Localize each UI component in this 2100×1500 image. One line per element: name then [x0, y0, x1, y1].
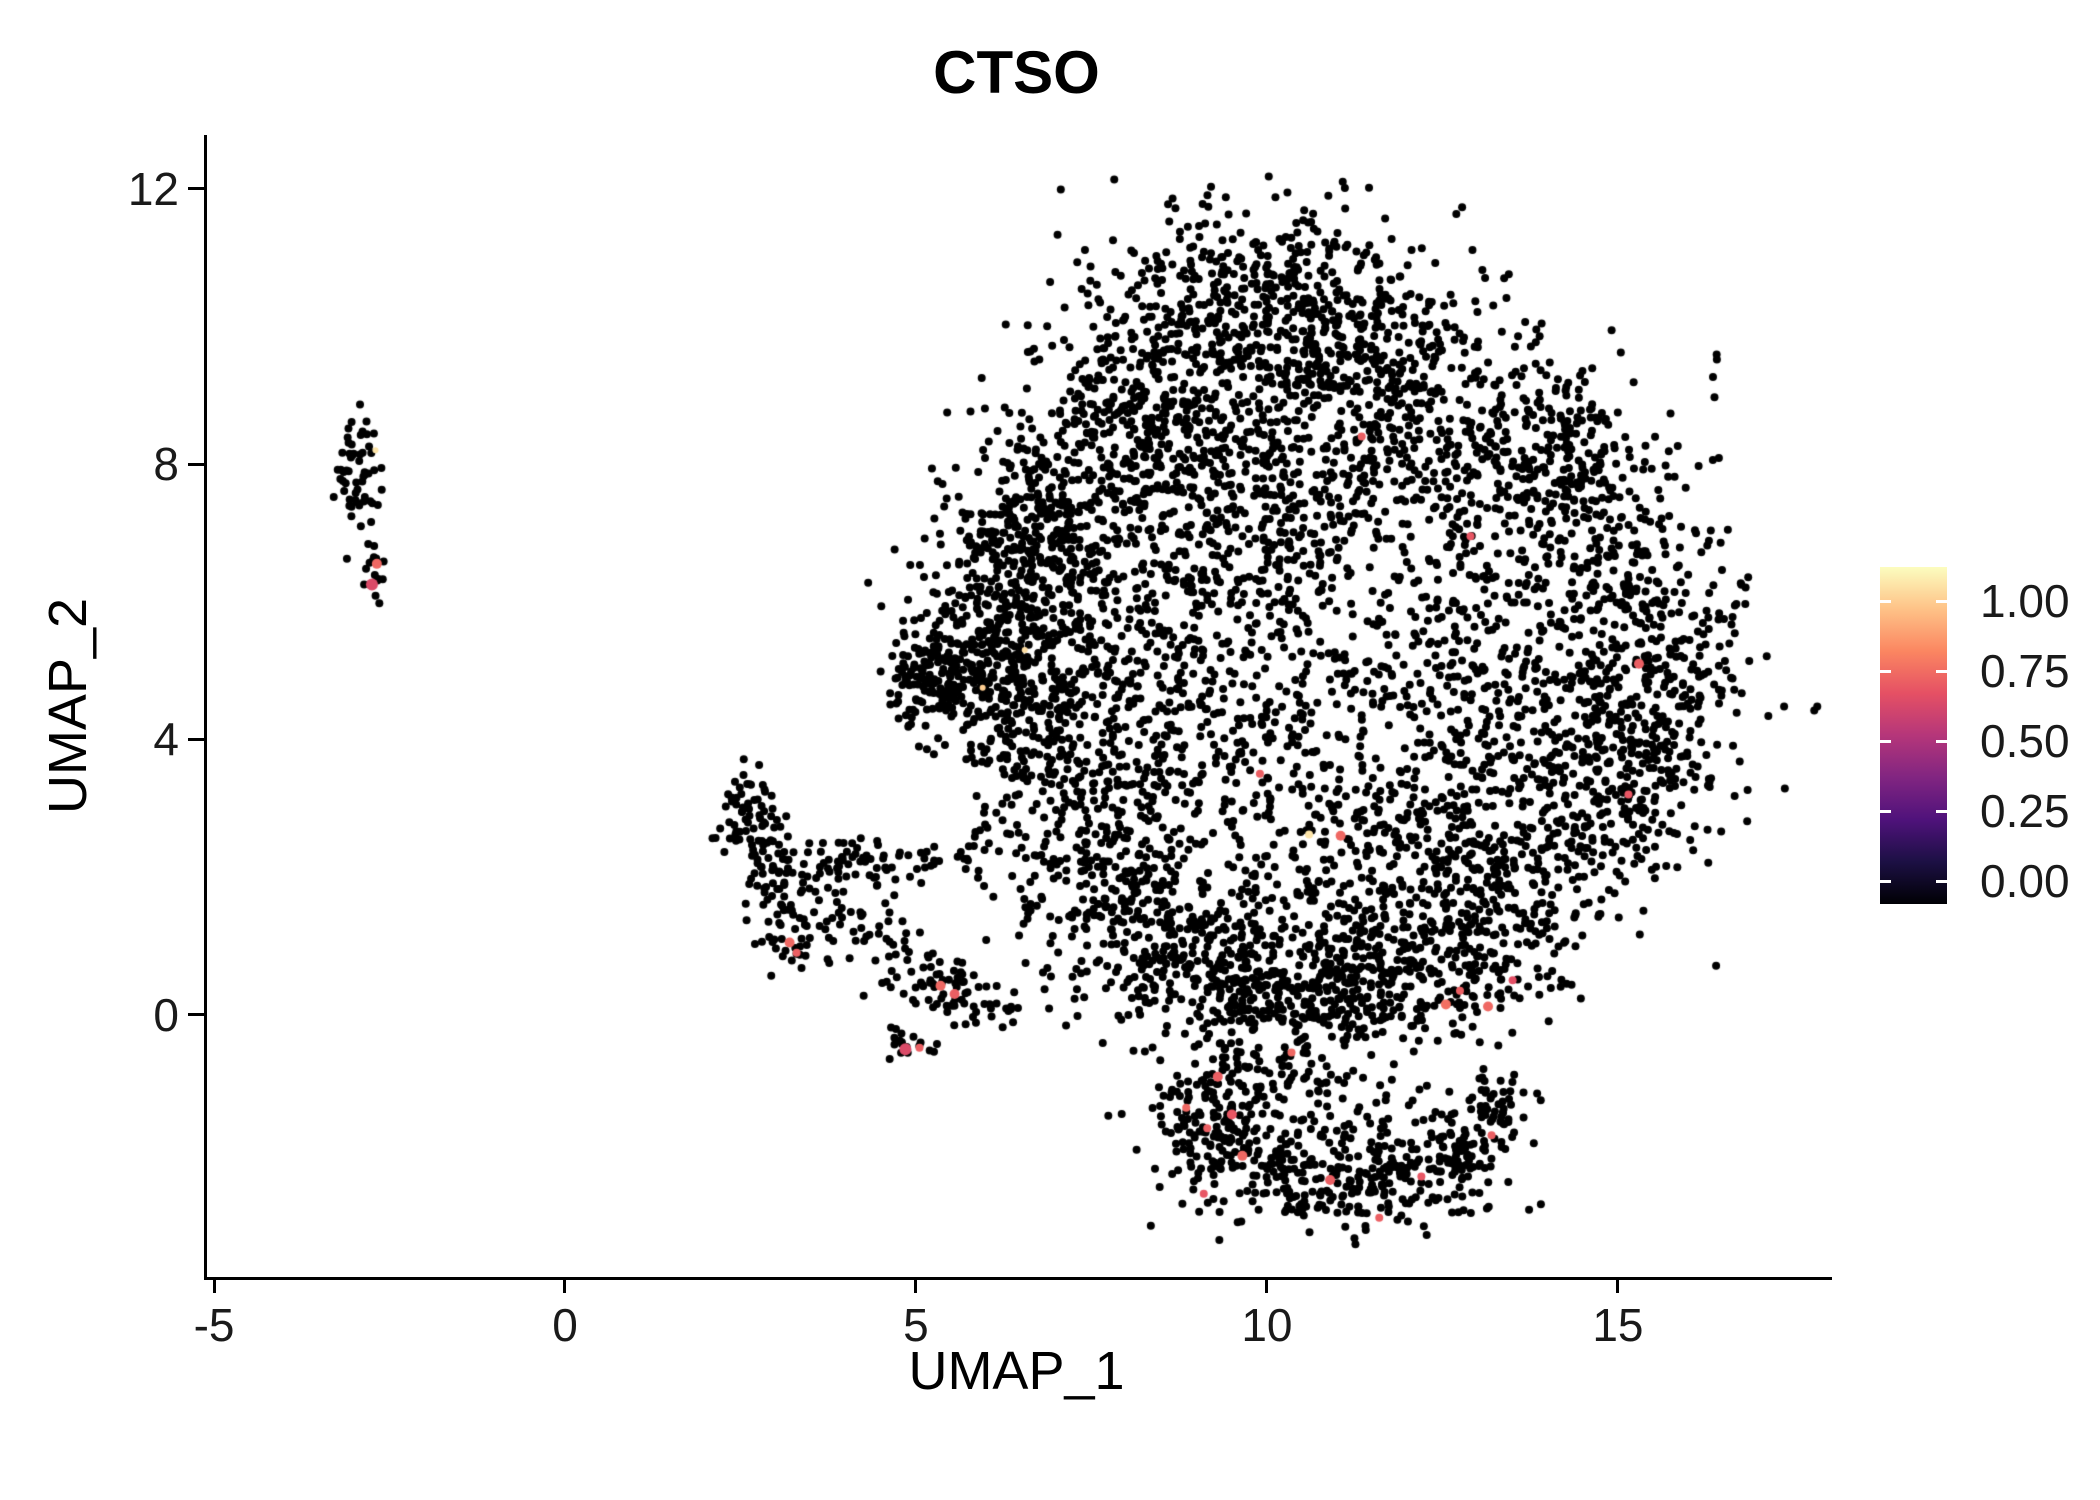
legend-tick-mark — [1880, 879, 1891, 883]
legend-value-label: 1.00 — [1980, 575, 2070, 627]
legend-tick-mark — [1880, 809, 1891, 813]
legend-tick-mark — [1936, 879, 1947, 883]
plot-panel: -5 0 5 10 15 0 4 8 12 — [128, 135, 1832, 1351]
legend-value-label: 0.25 — [1980, 785, 2070, 837]
legend-tick-mark — [1880, 669, 1891, 673]
y-tick-mark — [188, 737, 204, 741]
plot-title: CTSO — [933, 39, 1100, 106]
legend-colorbar: 1.00 0.75 0.50 0.25 0.00 — [1880, 567, 2100, 947]
scatter-canvas — [207, 135, 1832, 1277]
y-axis-title: UMAP_2 — [38, 597, 98, 815]
y-tick-label: 0 — [153, 988, 179, 1041]
y-tick-label: 4 — [153, 713, 179, 766]
legend-value-label: 0.00 — [1980, 855, 2070, 907]
legend-value-label: 0.75 — [1980, 645, 2070, 697]
y-tick-label: 8 — [153, 438, 179, 491]
x-tick-label: 0 — [552, 1299, 578, 1351]
y-tick-mark — [188, 187, 204, 191]
y-tick-mark — [188, 1013, 204, 1017]
y-tick-label: 12 — [127, 162, 179, 215]
x-tick-label: 10 — [1241, 1299, 1293, 1351]
x-tick-mark — [1265, 1277, 1269, 1293]
x-tick-mark — [212, 1277, 216, 1293]
x-tick-label: 5 — [903, 1299, 929, 1351]
legend-tick-mark — [1936, 809, 1947, 813]
colorbar-gradient — [1880, 567, 1947, 904]
x-tick-mark — [1616, 1277, 1620, 1293]
legend-tick-mark — [1880, 599, 1891, 603]
y-tick-mark — [188, 462, 204, 466]
x-tick-mark — [563, 1277, 567, 1293]
x-tick-label: 15 — [1592, 1299, 1644, 1351]
legend-tick-mark — [1880, 739, 1891, 743]
legend-value-label: 0.50 — [1980, 715, 2070, 767]
legend-tick-mark — [1936, 599, 1947, 603]
legend-tick-mark — [1936, 739, 1947, 743]
x-tick-label: -5 — [193, 1299, 235, 1351]
x-axis-title: UMAP_1 — [908, 1341, 1125, 1401]
legend-tick-mark — [1936, 669, 1947, 673]
x-tick-mark — [914, 1277, 918, 1293]
